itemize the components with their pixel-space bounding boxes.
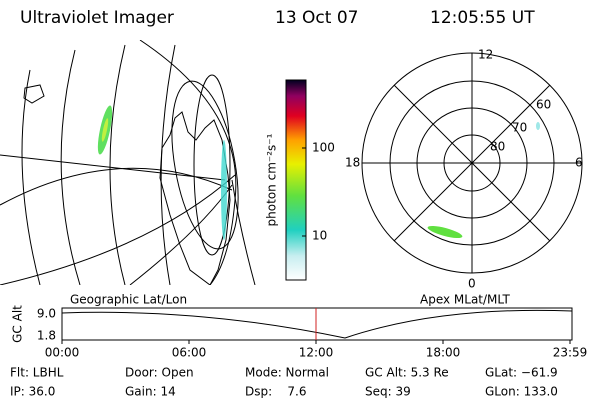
status-field: IP: 36.0: [10, 385, 55, 399]
status-field: Mode: Normal: [245, 366, 329, 380]
polar-label: 6: [575, 156, 583, 170]
y-tick-label: 1.8: [37, 329, 56, 343]
plot-label: Geographic Lat/Lon: [70, 293, 187, 307]
colorbar-tick-label: 100: [312, 141, 335, 155]
status-field: GC Alt: 5.3 Re: [365, 366, 449, 380]
polar-label: 0: [468, 277, 476, 291]
x-tick-label: 00:00: [45, 346, 80, 360]
title: Ultraviolet Imager: [20, 8, 174, 28]
colorbar: [285, 79, 307, 281]
x-tick-label: 12:00: [299, 346, 334, 360]
status-field: Seq: 39: [365, 385, 411, 399]
polar-label: 80: [490, 140, 505, 154]
polar-label: 18: [345, 156, 360, 170]
polar-label: 70: [512, 121, 527, 135]
altitude-plot: [61, 307, 573, 341]
globe-view: [0, 40, 256, 285]
plot-label: Apex MLat/MLT: [420, 293, 510, 307]
colorbar-tick-label: 10: [312, 229, 327, 243]
status-field: Dsp: 7.6: [245, 385, 307, 399]
plot-y-label: GC Alt: [11, 305, 25, 343]
x-tick-label: 06:00: [172, 346, 207, 360]
x-tick-label: 18:00: [426, 346, 461, 360]
polar-label: 12: [478, 48, 493, 62]
date: 13 Oct 07: [275, 8, 358, 28]
altitude-curve: [61, 309, 573, 339]
status-field: Gain: 14: [125, 385, 176, 399]
status-field: Door: Open: [125, 366, 194, 380]
polar-plot: [361, 52, 583, 274]
status-field: Flt: LBHL: [10, 366, 64, 380]
y-tick-label: 9.0: [37, 307, 56, 321]
status-field: GLat: −61.9: [485, 366, 558, 380]
status-field: GLon: 133.0: [485, 385, 558, 399]
x-tick-label: 23:59: [553, 346, 588, 360]
time: 12:05:55 UT: [430, 8, 535, 28]
polar-label: 60: [536, 98, 551, 112]
colorbar-unit: photon cm⁻²s⁻¹: [265, 133, 279, 226]
